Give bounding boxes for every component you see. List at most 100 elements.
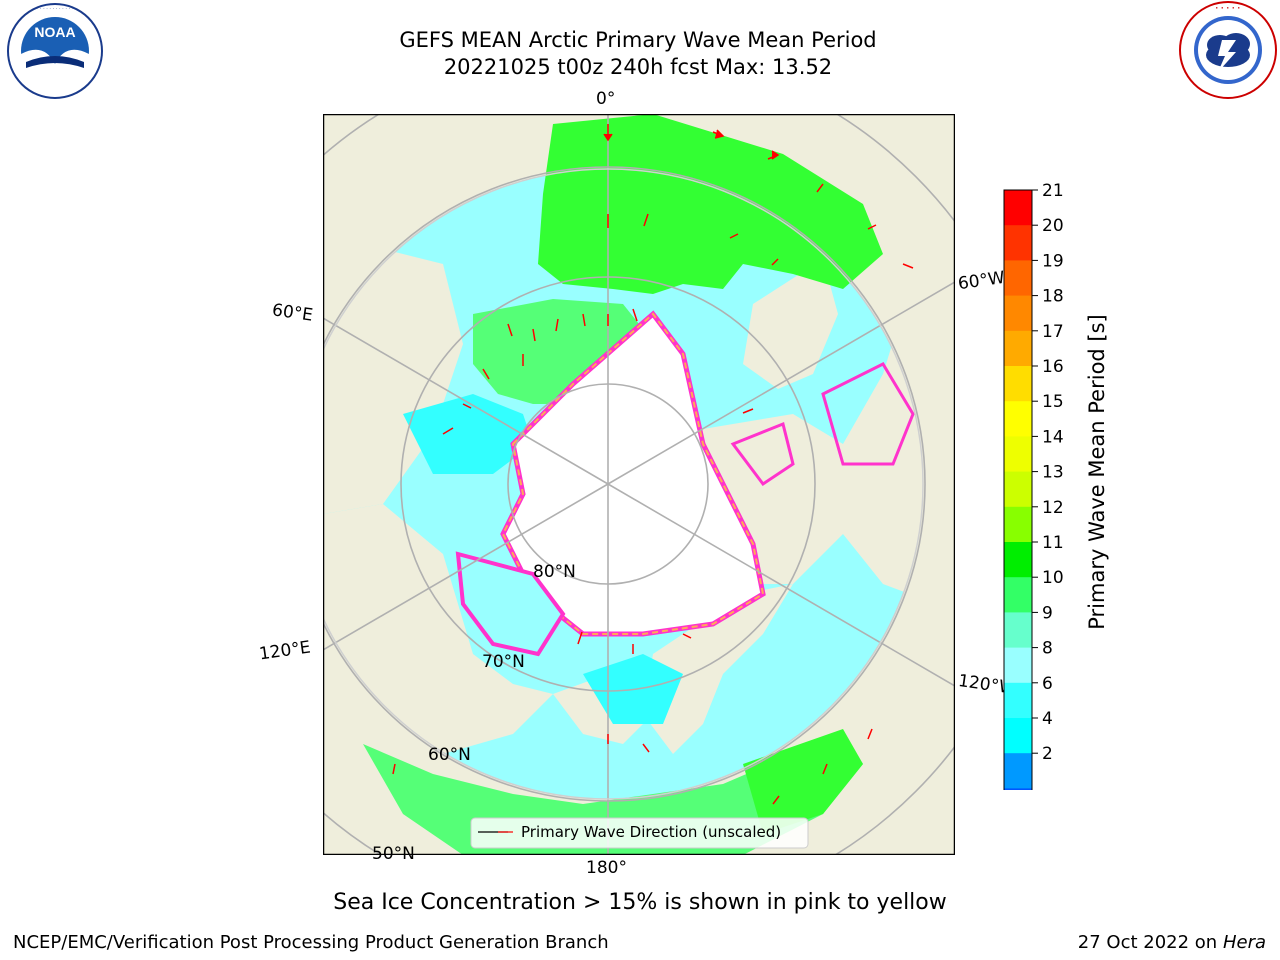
svg-text:· · · · · · · · · · · · · ·: · · · · · · · · · · · · · ·	[34, 6, 77, 12]
arrow	[632, 308, 638, 322]
alaska-north	[643, 584, 793, 754]
arrow	[392, 763, 396, 775]
colorbar-tick-label: 12	[1042, 498, 1064, 518]
arrow	[532, 328, 536, 342]
arrow	[772, 795, 780, 805]
swell-north-atlantic	[538, 114, 883, 294]
lon-label-120e: 120°E	[257, 637, 312, 665]
colorbar-segment	[1004, 718, 1032, 754]
colorbar-tick-label: 15	[1042, 392, 1064, 412]
siberia	[323, 504, 553, 754]
colorbar-tick-label: 18	[1042, 287, 1064, 307]
title-line-2: 20221025 t00z 240h fcst Max: 13.52	[443, 55, 833, 79]
colorbar-segment	[1004, 436, 1032, 473]
arrow	[642, 743, 650, 753]
colorbar-segment	[1004, 366, 1032, 402]
colorbar-segment	[1004, 577, 1032, 613]
noaa-logo: NOAA · · · · · · · · · · · · · ·	[7, 3, 103, 99]
colorbar-tick-label: 19	[1042, 251, 1064, 271]
arrow	[867, 224, 877, 230]
meridian-60e	[323, 317, 609, 485]
colorbar-tick-label: 13	[1042, 463, 1064, 483]
colorbar-tick-label: 21	[1042, 181, 1064, 201]
colorbar-segment	[1004, 260, 1032, 297]
lon-label-60e: 60°E	[270, 300, 315, 326]
colorbar-segment	[1004, 788, 1032, 790]
colorbar-label: Primary Wave Mean Period [s]	[1085, 314, 1109, 630]
arrow	[767, 150, 780, 160]
colorbar-segment	[1004, 330, 1032, 367]
arrow	[902, 263, 914, 269]
lat-label-80n: 80°N	[533, 562, 576, 582]
arrow	[462, 403, 472, 409]
arrow	[577, 631, 583, 645]
lon-label-0: 0°	[596, 89, 616, 109]
colorbar-tick-label: 4	[1042, 709, 1053, 729]
nws-logo: · · · · ·	[1179, 1, 1277, 99]
cyan-kara	[403, 394, 533, 474]
arrow	[682, 633, 692, 639]
arrow	[603, 124, 613, 142]
colorbar-tick-label: 6	[1042, 674, 1053, 694]
arrow	[771, 258, 779, 266]
arrow	[822, 763, 828, 775]
colorbar-tick-label: 9	[1042, 603, 1053, 623]
colorbar-tick-label: 2	[1042, 744, 1053, 764]
colorbar-segment	[1004, 190, 1032, 226]
colorbar-segment	[1004, 542, 1032, 578]
hudson-ice-edge	[821, 362, 915, 466]
wave-direction-arrows	[392, 124, 914, 805]
title-line-1: GEFS MEAN Arctic Primary Wave Mean Perio…	[399, 28, 877, 52]
colorbar-tick-label: 17	[1042, 322, 1064, 342]
colorbar-segment	[1004, 506, 1032, 543]
colorbar-segment	[1004, 682, 1032, 719]
colorbar-segment	[1004, 295, 1032, 332]
arrow	[555, 318, 559, 332]
scandinavia-russia	[323, 234, 463, 514]
colorbar-tick-label: 10	[1042, 568, 1064, 588]
meridian-120w	[607, 483, 955, 687]
arrow	[712, 129, 725, 139]
colorbar: 21 20 19 18 17 16 15 14 13 12 11 10 9 8 6 4 2	[1003, 181, 1064, 790]
colorbar-tick-label: 8	[1042, 639, 1053, 659]
colorbar-segment	[1004, 471, 1032, 508]
meridian-120e	[323, 483, 609, 651]
colorbar-segment	[1004, 612, 1032, 649]
colorbar-tick-label: 14	[1042, 427, 1064, 447]
colorbar-segment	[1004, 401, 1032, 437]
lat-label-50n: 50°N	[372, 844, 415, 864]
svg-text:· · · · ·: · · · · ·	[1216, 3, 1241, 13]
colorbar-segment	[1004, 647, 1032, 684]
lon-label-60w: 60°W	[956, 267, 1007, 295]
footer-date-text: 27 Oct 2022 on	[1077, 932, 1218, 953]
footer-machine: Hera	[1222, 932, 1266, 953]
lat-label-70n: 70°N	[482, 652, 525, 672]
sea-ice	[503, 314, 763, 634]
footer-date: 27 Oct 2022 on Hera	[1078, 932, 1266, 953]
colorbar-tick-label: 11	[1042, 533, 1064, 553]
arrow	[742, 408, 754, 414]
canada-east	[843, 244, 955, 611]
footer-credit: NCEP/EMC/Verification Post Processing Pr…	[13, 932, 609, 953]
arrow	[582, 313, 586, 327]
arctic-map: Primary Wave Direction (unscaled)	[323, 114, 955, 855]
greenland	[743, 259, 838, 389]
colorbar-tick-label: 16	[1042, 357, 1064, 377]
arrow	[643, 213, 649, 227]
lat-label-60n: 60°N	[428, 745, 471, 765]
arrow	[482, 368, 490, 380]
arrow	[729, 233, 739, 239]
lon-label-180: 180°	[586, 858, 627, 878]
laptev-ice-edge	[455, 551, 566, 657]
legend-label: Primary Wave Direction (unscaled)	[521, 823, 781, 841]
colorbar-segment	[1004, 225, 1032, 261]
arrow	[816, 183, 824, 193]
baffin-ice-edge	[730, 421, 795, 487]
arrow	[507, 323, 513, 337]
graticule	[323, 114, 955, 855]
meridian-60w	[607, 281, 955, 485]
noaa-logo-text: NOAA	[34, 24, 75, 40]
ice-edge-inner	[501, 312, 765, 635]
direction-legend: Primary Wave Direction (unscaled)	[470, 817, 809, 849]
colorbar-segment	[1004, 753, 1032, 789]
